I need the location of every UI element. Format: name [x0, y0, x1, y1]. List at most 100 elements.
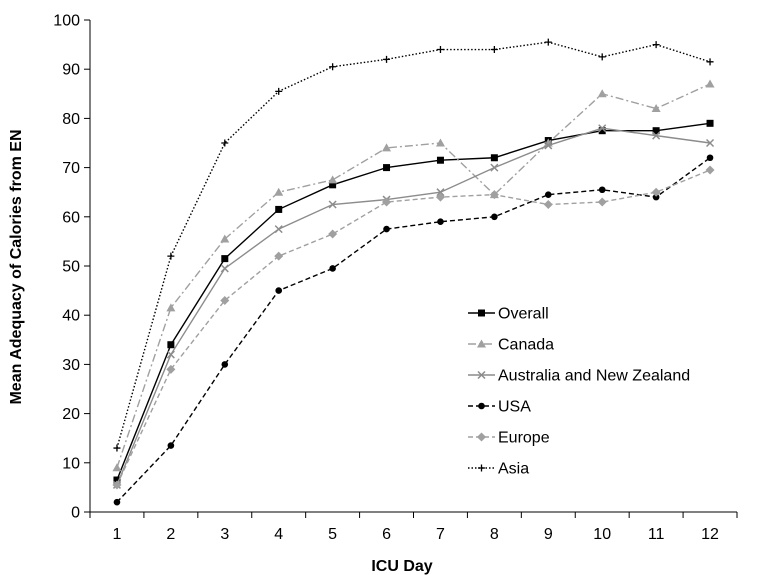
- data-point-overall: [329, 181, 337, 189]
- data-point-canada: [651, 104, 661, 113]
- data-point-usa: [598, 186, 606, 194]
- data-point-canada: [435, 138, 445, 147]
- data-point-canada: [705, 79, 715, 88]
- data-point-overall: [275, 205, 283, 213]
- data-point-overall: [113, 476, 121, 484]
- data-point-usa: [437, 218, 444, 226]
- data-point-overall: [221, 255, 229, 263]
- data-point-asia: [329, 63, 337, 71]
- x-tick-label: 12: [701, 526, 719, 543]
- data-point-usa: [113, 498, 121, 506]
- data-point-europe: [543, 200, 553, 209]
- data-point-europe: [597, 197, 607, 207]
- x-tick-label: 1: [113, 526, 122, 543]
- data-point-asia: [490, 46, 498, 54]
- legend-marker-europe: [477, 432, 486, 442]
- series-layer: [112, 38, 715, 506]
- data-point-australia-and-new-zealand: [544, 141, 553, 150]
- legend-marker-australia-and-new-zealand: [477, 370, 486, 380]
- data-point-australia-and-new-zealand: [220, 264, 229, 273]
- data-point-australia-and-new-zealand: [328, 200, 337, 209]
- data-point-asia: [383, 55, 391, 63]
- y-tick-label: 90: [62, 62, 80, 79]
- y-tick-label: 40: [62, 308, 80, 325]
- series-australia-and-new-zealand: [112, 124, 715, 489]
- data-point-asia: [275, 87, 283, 95]
- data-point-europe: [328, 229, 338, 239]
- legend-label-europe: Europe: [498, 430, 550, 447]
- data-point-europe: [705, 165, 715, 175]
- data-point-usa: [221, 361, 229, 368]
- series-line-overall: [116, 122, 711, 481]
- series-line-usa: [116, 157, 711, 503]
- legend-label-asia: Asia: [498, 461, 529, 478]
- data-point-asia: [652, 41, 660, 49]
- series-line-canada: [116, 83, 711, 468]
- data-point-overall: [652, 127, 660, 135]
- data-point-canada: [597, 89, 607, 98]
- x-tick-label: 3: [220, 526, 229, 543]
- series-line-australia-and-new-zealand: [116, 127, 711, 486]
- x-tick-label: 4: [274, 526, 283, 543]
- legend-item-canada: Canada: [468, 337, 554, 354]
- legend-label-usa: USA: [498, 399, 531, 416]
- legend-label-overall: Overall: [498, 306, 549, 323]
- y-tick-label: 60: [62, 209, 80, 226]
- series-line-europe: [116, 169, 711, 486]
- series-overall: [113, 119, 714, 484]
- data-point-overall: [490, 154, 498, 162]
- y-tick-label: 10: [62, 455, 80, 472]
- data-point-usa: [544, 191, 552, 198]
- data-point-australia-and-new-zealand: [274, 225, 283, 234]
- data-point-asia: [113, 444, 121, 452]
- data-point-usa: [491, 213, 498, 221]
- data-point-asia: [706, 58, 714, 66]
- data-point-usa: [652, 193, 660, 201]
- data-point-canada: [220, 234, 230, 243]
- data-point-overall: [598, 127, 606, 135]
- y-tick-label: 70: [62, 160, 80, 177]
- y-tick-label: 100: [53, 13, 80, 30]
- data-point-canada: [112, 463, 122, 472]
- x-tick-label: 2: [166, 526, 175, 543]
- x-tick-label: 7: [436, 526, 445, 543]
- data-point-europe: [166, 364, 176, 374]
- legend: Overall Canada Australia and New Zealand US…: [468, 306, 690, 478]
- x-axis-title: ICU Day: [371, 558, 432, 575]
- data-point-canada: [382, 143, 392, 152]
- legend-marker-usa: [478, 402, 485, 410]
- legend-item-usa: USA: [468, 399, 531, 416]
- data-point-usa: [329, 265, 336, 272]
- data-point-overall: [383, 164, 391, 172]
- data-point-australia-and-new-zealand: [706, 138, 715, 148]
- legend-marker-overall: [478, 309, 485, 317]
- data-point-canada: [328, 175, 338, 184]
- y-tick-label: 80: [62, 111, 80, 128]
- data-point-usa: [275, 287, 283, 294]
- data-point-asia: [167, 252, 175, 260]
- data-point-asia: [544, 38, 552, 46]
- legend-item-overall: Overall: [468, 306, 549, 323]
- data-point-europe: [489, 190, 499, 200]
- x-tick-label: 11: [648, 526, 665, 543]
- data-point-europe: [274, 251, 284, 261]
- legend-marker-asia: [478, 464, 485, 472]
- data-point-canada: [166, 303, 176, 312]
- data-point-overall: [167, 341, 175, 349]
- x-tick-label: 9: [544, 526, 553, 543]
- data-point-overall: [436, 156, 444, 164]
- data-point-australia-and-new-zealand: [598, 124, 607, 133]
- series-line-asia: [116, 41, 711, 449]
- series-europe: [112, 165, 715, 490]
- data-point-asia: [598, 53, 606, 61]
- data-point-australia-and-new-zealand: [652, 131, 661, 140]
- data-point-usa: [706, 154, 714, 162]
- legend-item-asia: Asia: [468, 461, 529, 478]
- data-point-europe: [112, 480, 122, 490]
- data-point-asia: [436, 46, 444, 54]
- x-tick-label: 6: [382, 526, 391, 543]
- data-point-europe: [382, 197, 392, 207]
- x-tick-label: 5: [328, 526, 337, 543]
- data-point-australia-and-new-zealand: [436, 188, 445, 197]
- y-tick-label: 50: [62, 259, 80, 276]
